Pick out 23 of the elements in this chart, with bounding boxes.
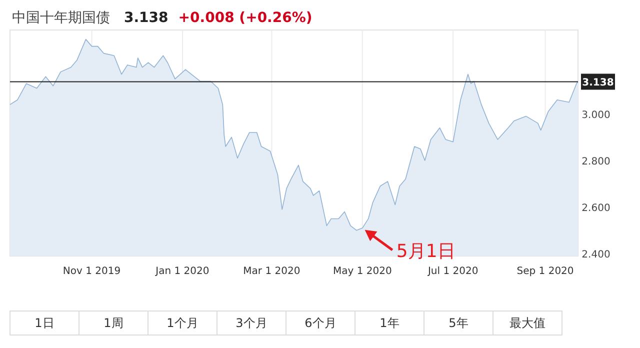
text: +0.008 (+0.26%) [178, 10, 312, 26]
y-tick-label: 2.800 [582, 156, 610, 168]
text: 1日 [34, 316, 54, 330]
chart-title: 中国十年期国债 [12, 10, 110, 26]
x-tick-label: Jan 1 2020 [154, 266, 210, 277]
text: 1年 [380, 316, 400, 330]
chart-subtitle: 3.138 [124, 10, 168, 26]
y-tick-label: 3.000 [582, 110, 610, 121]
text: 最大值 [510, 316, 546, 330]
x-tick-label: Sep 1 2020 [516, 266, 574, 277]
y-tick-label: 2.600 [582, 203, 610, 214]
ref-line-label: 3.138 [582, 78, 614, 89]
x-tick-label: Jul 1 2020 [426, 266, 478, 277]
x-tick-label: Nov 1 2019 [62, 266, 121, 277]
x-tick-label: May 1 2020 [332, 266, 392, 277]
text: 6个月 [304, 316, 336, 330]
annotation: 5月1日 [396, 241, 456, 262]
y-tick-label: 2.400 [582, 250, 610, 261]
x-tick-label: Mar 1 2020 [243, 266, 300, 277]
text: 5年 [448, 316, 468, 330]
text: 1周 [104, 316, 124, 330]
text: 1个月 [166, 316, 198, 330]
text: 3个月 [236, 316, 268, 330]
